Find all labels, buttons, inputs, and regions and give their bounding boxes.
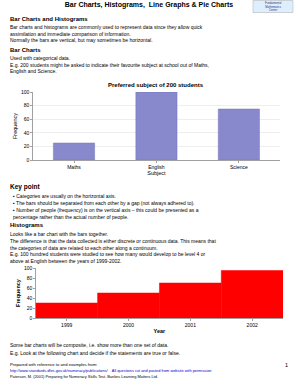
svg-text:Histograms: Histograms bbox=[10, 222, 44, 228]
svg-text:E.g. Look at the following cha: E.g. Look at the following chart and dec… bbox=[10, 350, 180, 356]
svg-text:Looks like a bar chart with th: Looks like a bar chart with the bars tog… bbox=[10, 231, 108, 237]
svg-text:Subject: Subject bbox=[147, 170, 166, 176]
svg-text:Paterson, M. (2001) Preparing: Paterson, M. (2001) Preparing for Numera… bbox=[10, 374, 158, 379]
svg-text:1999: 1999 bbox=[61, 322, 72, 328]
svg-text:80: 80 bbox=[24, 102, 30, 108]
svg-text:Bar Charts, Histograms, Line: Bar Charts, Histograms, Line Graphs & Pi… bbox=[65, 1, 234, 9]
svg-text:80: 80 bbox=[27, 275, 33, 281]
svg-text:40: 40 bbox=[24, 130, 30, 136]
svg-text:Preferred subject of 200 stude: Preferred subject of 200 students bbox=[108, 82, 204, 88]
svg-text:Bar Charts: Bar Charts bbox=[10, 47, 41, 53]
svg-text:▪ The bars should be separated: ▪ The bars should be separated from each… bbox=[13, 200, 195, 206]
svg-text:The difference is that the dat: The difference is that the data collecte… bbox=[10, 238, 216, 264]
svg-text:100: 100 bbox=[21, 89, 30, 95]
svg-text:Used with categorical data.E.g: Used with categorical data.E.g. 200 stud… bbox=[10, 55, 209, 74]
svg-text:▪ Categories are usually on th: ▪ Categories are usually on the horizont… bbox=[13, 193, 116, 199]
svg-text:60: 60 bbox=[27, 285, 33, 291]
svg-text:Some bar charts will be compos: Some bar charts will be composite, i.e. … bbox=[10, 342, 168, 348]
svg-text:100: 100 bbox=[24, 265, 33, 271]
svg-text:Frequency: Frequency bbox=[15, 278, 21, 307]
svg-text:1: 1 bbox=[285, 362, 288, 368]
svg-text:40: 40 bbox=[27, 295, 33, 301]
svg-text:Bar Charts and Histograms: Bar Charts and Histograms bbox=[10, 16, 88, 22]
svg-text:FundamentalMathematicsCenter: FundamentalMathematicsCenter bbox=[265, 1, 282, 12]
svg-text:2001: 2001 bbox=[185, 322, 196, 328]
svg-text:▪ Number of people (frequency): ▪ Number of people (frequency) is on the… bbox=[13, 207, 199, 220]
svg-text:0: 0 bbox=[29, 315, 32, 321]
svg-text:Science: Science bbox=[230, 164, 248, 170]
svg-text:Frequency: Frequency bbox=[12, 113, 18, 139]
svg-text:Prepared with reference to and: Prepared with reference to and examples … bbox=[10, 362, 97, 367]
svg-text:Maths: Maths bbox=[67, 164, 81, 170]
svg-text:20: 20 bbox=[24, 143, 30, 149]
svg-text:Year: Year bbox=[154, 328, 166, 334]
svg-text:2000: 2000 bbox=[123, 322, 134, 328]
svg-text:English: English bbox=[148, 164, 165, 170]
svg-text:0: 0 bbox=[26, 157, 29, 163]
svg-text:2002: 2002 bbox=[247, 322, 258, 328]
svg-text:http://www.standards.dfes.gov.: http://www.standards.dfes.gov.uk/numerac… bbox=[10, 368, 211, 373]
svg-text:Bar charts and histograms are: Bar charts and histograms are commonly u… bbox=[10, 24, 203, 43]
svg-text:20: 20 bbox=[27, 305, 33, 311]
svg-text:Key point: Key point bbox=[10, 183, 40, 191]
svg-text:60: 60 bbox=[24, 116, 30, 122]
